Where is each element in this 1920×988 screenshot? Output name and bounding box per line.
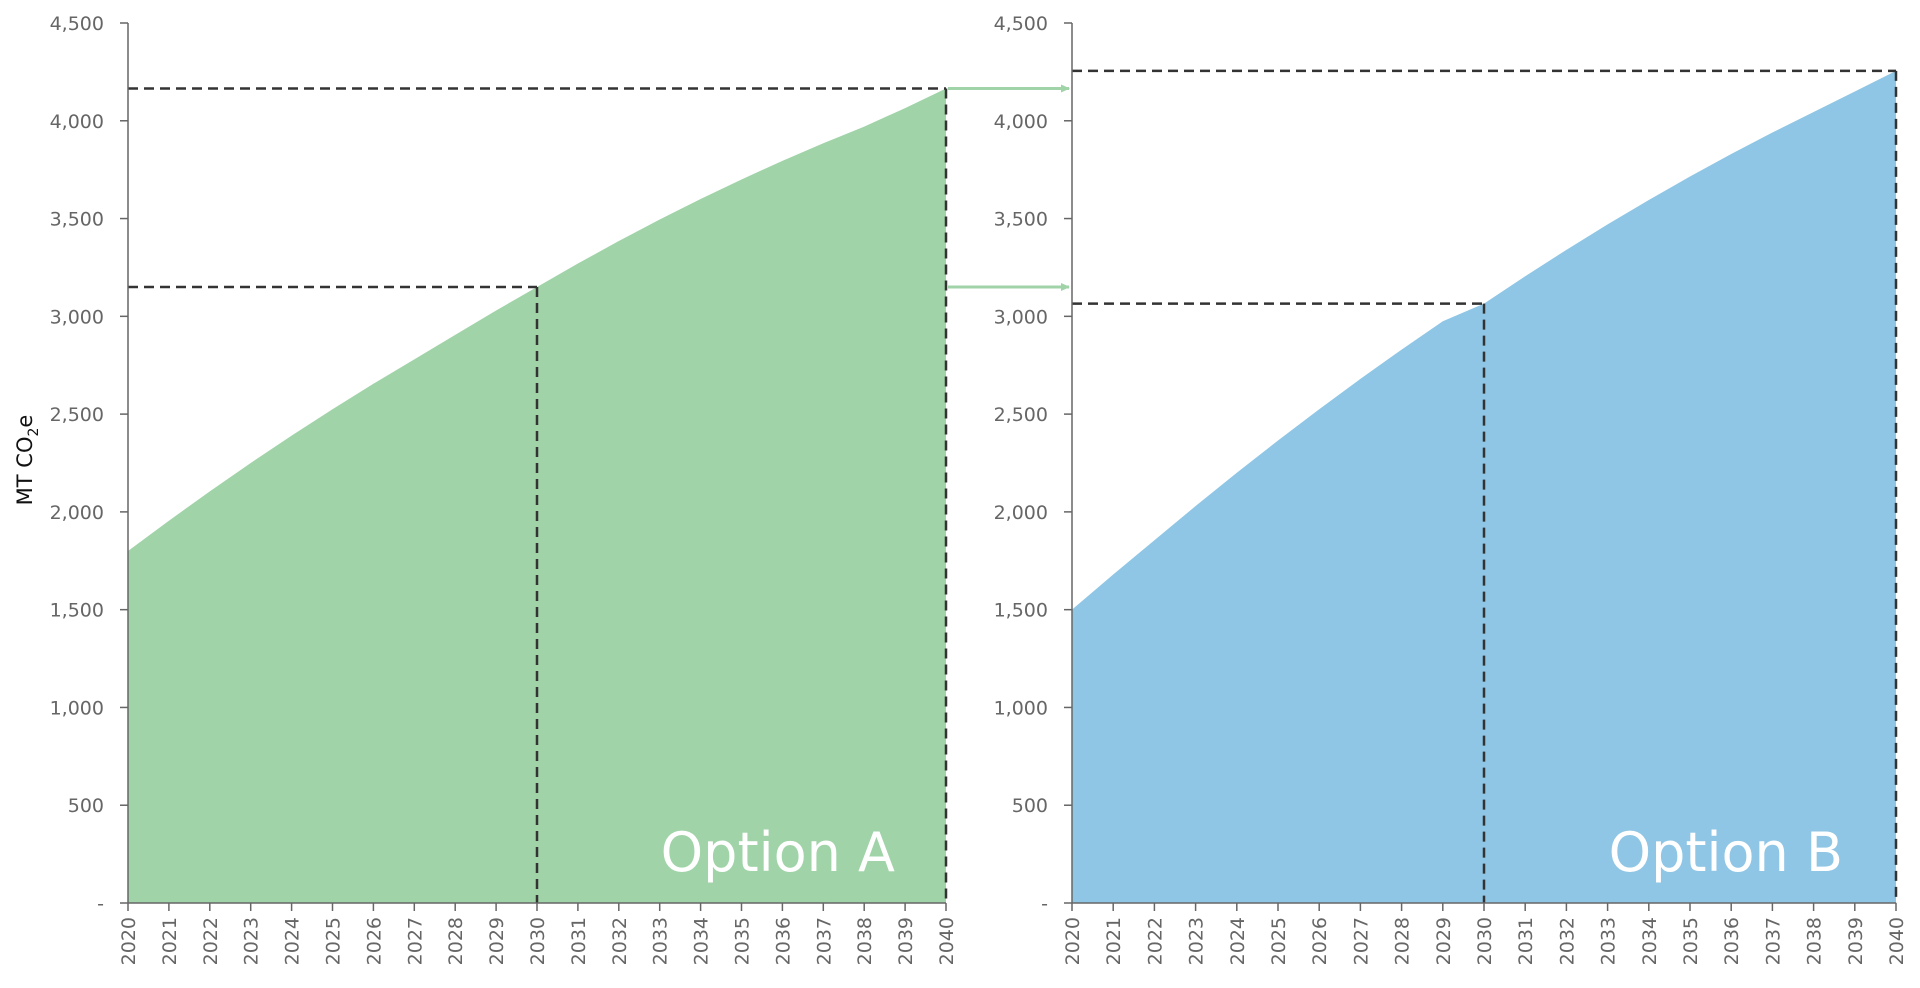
x-tick-label: 2034 <box>691 917 713 965</box>
y-tick-label: 1,500 <box>50 600 104 622</box>
x-tick-label: 2033 <box>1598 917 1620 965</box>
x-tick-label: 2025 <box>1268 917 1290 965</box>
x-tick-label: 2031 <box>1515 917 1537 965</box>
chart-panel-option-a: - 500 1,000 1,500 2,000 2,500 3,000 3,500 4,000 4… <box>50 13 958 965</box>
x-tick-label: 2020 <box>1062 917 1084 965</box>
x-tick-label: 2027 <box>1350 917 1372 965</box>
y-tick-label: - <box>97 893 104 915</box>
x-tick-label: 2026 <box>1309 917 1331 965</box>
x-tick-label: 2035 <box>1680 917 1702 965</box>
x-tick-label: 2026 <box>363 917 385 965</box>
x-tick-label: 2030 <box>527 917 549 965</box>
x-tick-label: 2028 <box>1392 917 1414 965</box>
x-tick-label: 2031 <box>568 917 590 965</box>
x-tick-label: 2033 <box>650 917 672 965</box>
y-tick-label: 500 <box>1012 795 1048 817</box>
x-tick-label: 2036 <box>1721 917 1743 965</box>
y-axis-title: MT CO2e <box>13 415 42 506</box>
x-tick-label: 2036 <box>772 917 794 965</box>
x-tick-label: 2039 <box>895 917 917 965</box>
y-tick-label: 4,500 <box>50 13 104 35</box>
x-tick-label: 2025 <box>323 917 345 965</box>
x-tick-label: 2021 <box>1103 917 1125 965</box>
x-tick-label: 2038 <box>1804 917 1826 965</box>
x-tick-label: 2034 <box>1639 917 1661 965</box>
y-tick-label: 4,000 <box>994 111 1048 133</box>
y-tick-label: 2,000 <box>994 502 1048 524</box>
x-tick-label: 2024 <box>1227 917 1249 965</box>
option-label: Option B <box>1609 821 1843 884</box>
y-tick-label: 1,000 <box>50 697 104 719</box>
y-tick-label: - <box>1041 893 1048 915</box>
x-tick-label: 2024 <box>282 917 304 965</box>
x-tick-label: 2040 <box>1886 917 1908 965</box>
x-tick-label: 2027 <box>404 917 426 965</box>
y-tick-label: 2,000 <box>50 502 104 524</box>
x-tick-label: 2029 <box>486 917 508 965</box>
x-tick-label: 2020 <box>118 917 140 965</box>
x-tick-label: 2037 <box>1762 917 1784 965</box>
x-tick-label: 2022 <box>1144 917 1166 965</box>
chart-panel-option-b: - 500 1,000 1,500 2,000 2,500 3,000 3,500 4,000 4… <box>994 13 1908 965</box>
y-tick-label: 500 <box>68 795 104 817</box>
transfer-arrows <box>948 84 1070 291</box>
y-tick-label: 3,000 <box>50 306 104 328</box>
x-tick-label: 2022 <box>200 917 222 965</box>
x-tick-label: 2032 <box>1556 917 1578 965</box>
y-tick-label: 4,500 <box>994 13 1048 35</box>
y-tick-label: 1,000 <box>994 697 1048 719</box>
y-tick-label: 3,000 <box>994 306 1048 328</box>
x-tick-label: 2029 <box>1433 917 1455 965</box>
x-tick-label: 2037 <box>813 917 835 965</box>
x-tick-label: 2023 <box>241 917 263 965</box>
y-tick-label: 2,500 <box>994 404 1048 426</box>
x-tick-label: 2032 <box>609 917 631 965</box>
y-tick-label: 2,500 <box>50 404 104 426</box>
x-tick-label: 2028 <box>445 917 467 965</box>
x-tick-label: 2023 <box>1186 917 1208 965</box>
x-tick-label: 2040 <box>936 917 958 965</box>
y-tick-label: 3,500 <box>994 209 1048 231</box>
y-tick-label: 4,000 <box>50 111 104 133</box>
y-tick-label: 3,500 <box>50 209 104 231</box>
x-tick-label: 2021 <box>159 917 181 965</box>
x-tick-label: 2035 <box>732 917 754 965</box>
x-tick-label: 2039 <box>1845 917 1867 965</box>
option-label: Option A <box>661 821 895 884</box>
x-tick-label: 2030 <box>1474 917 1496 965</box>
x-tick-label: 2038 <box>854 917 876 965</box>
y-tick-label: 1,500 <box>994 600 1048 622</box>
